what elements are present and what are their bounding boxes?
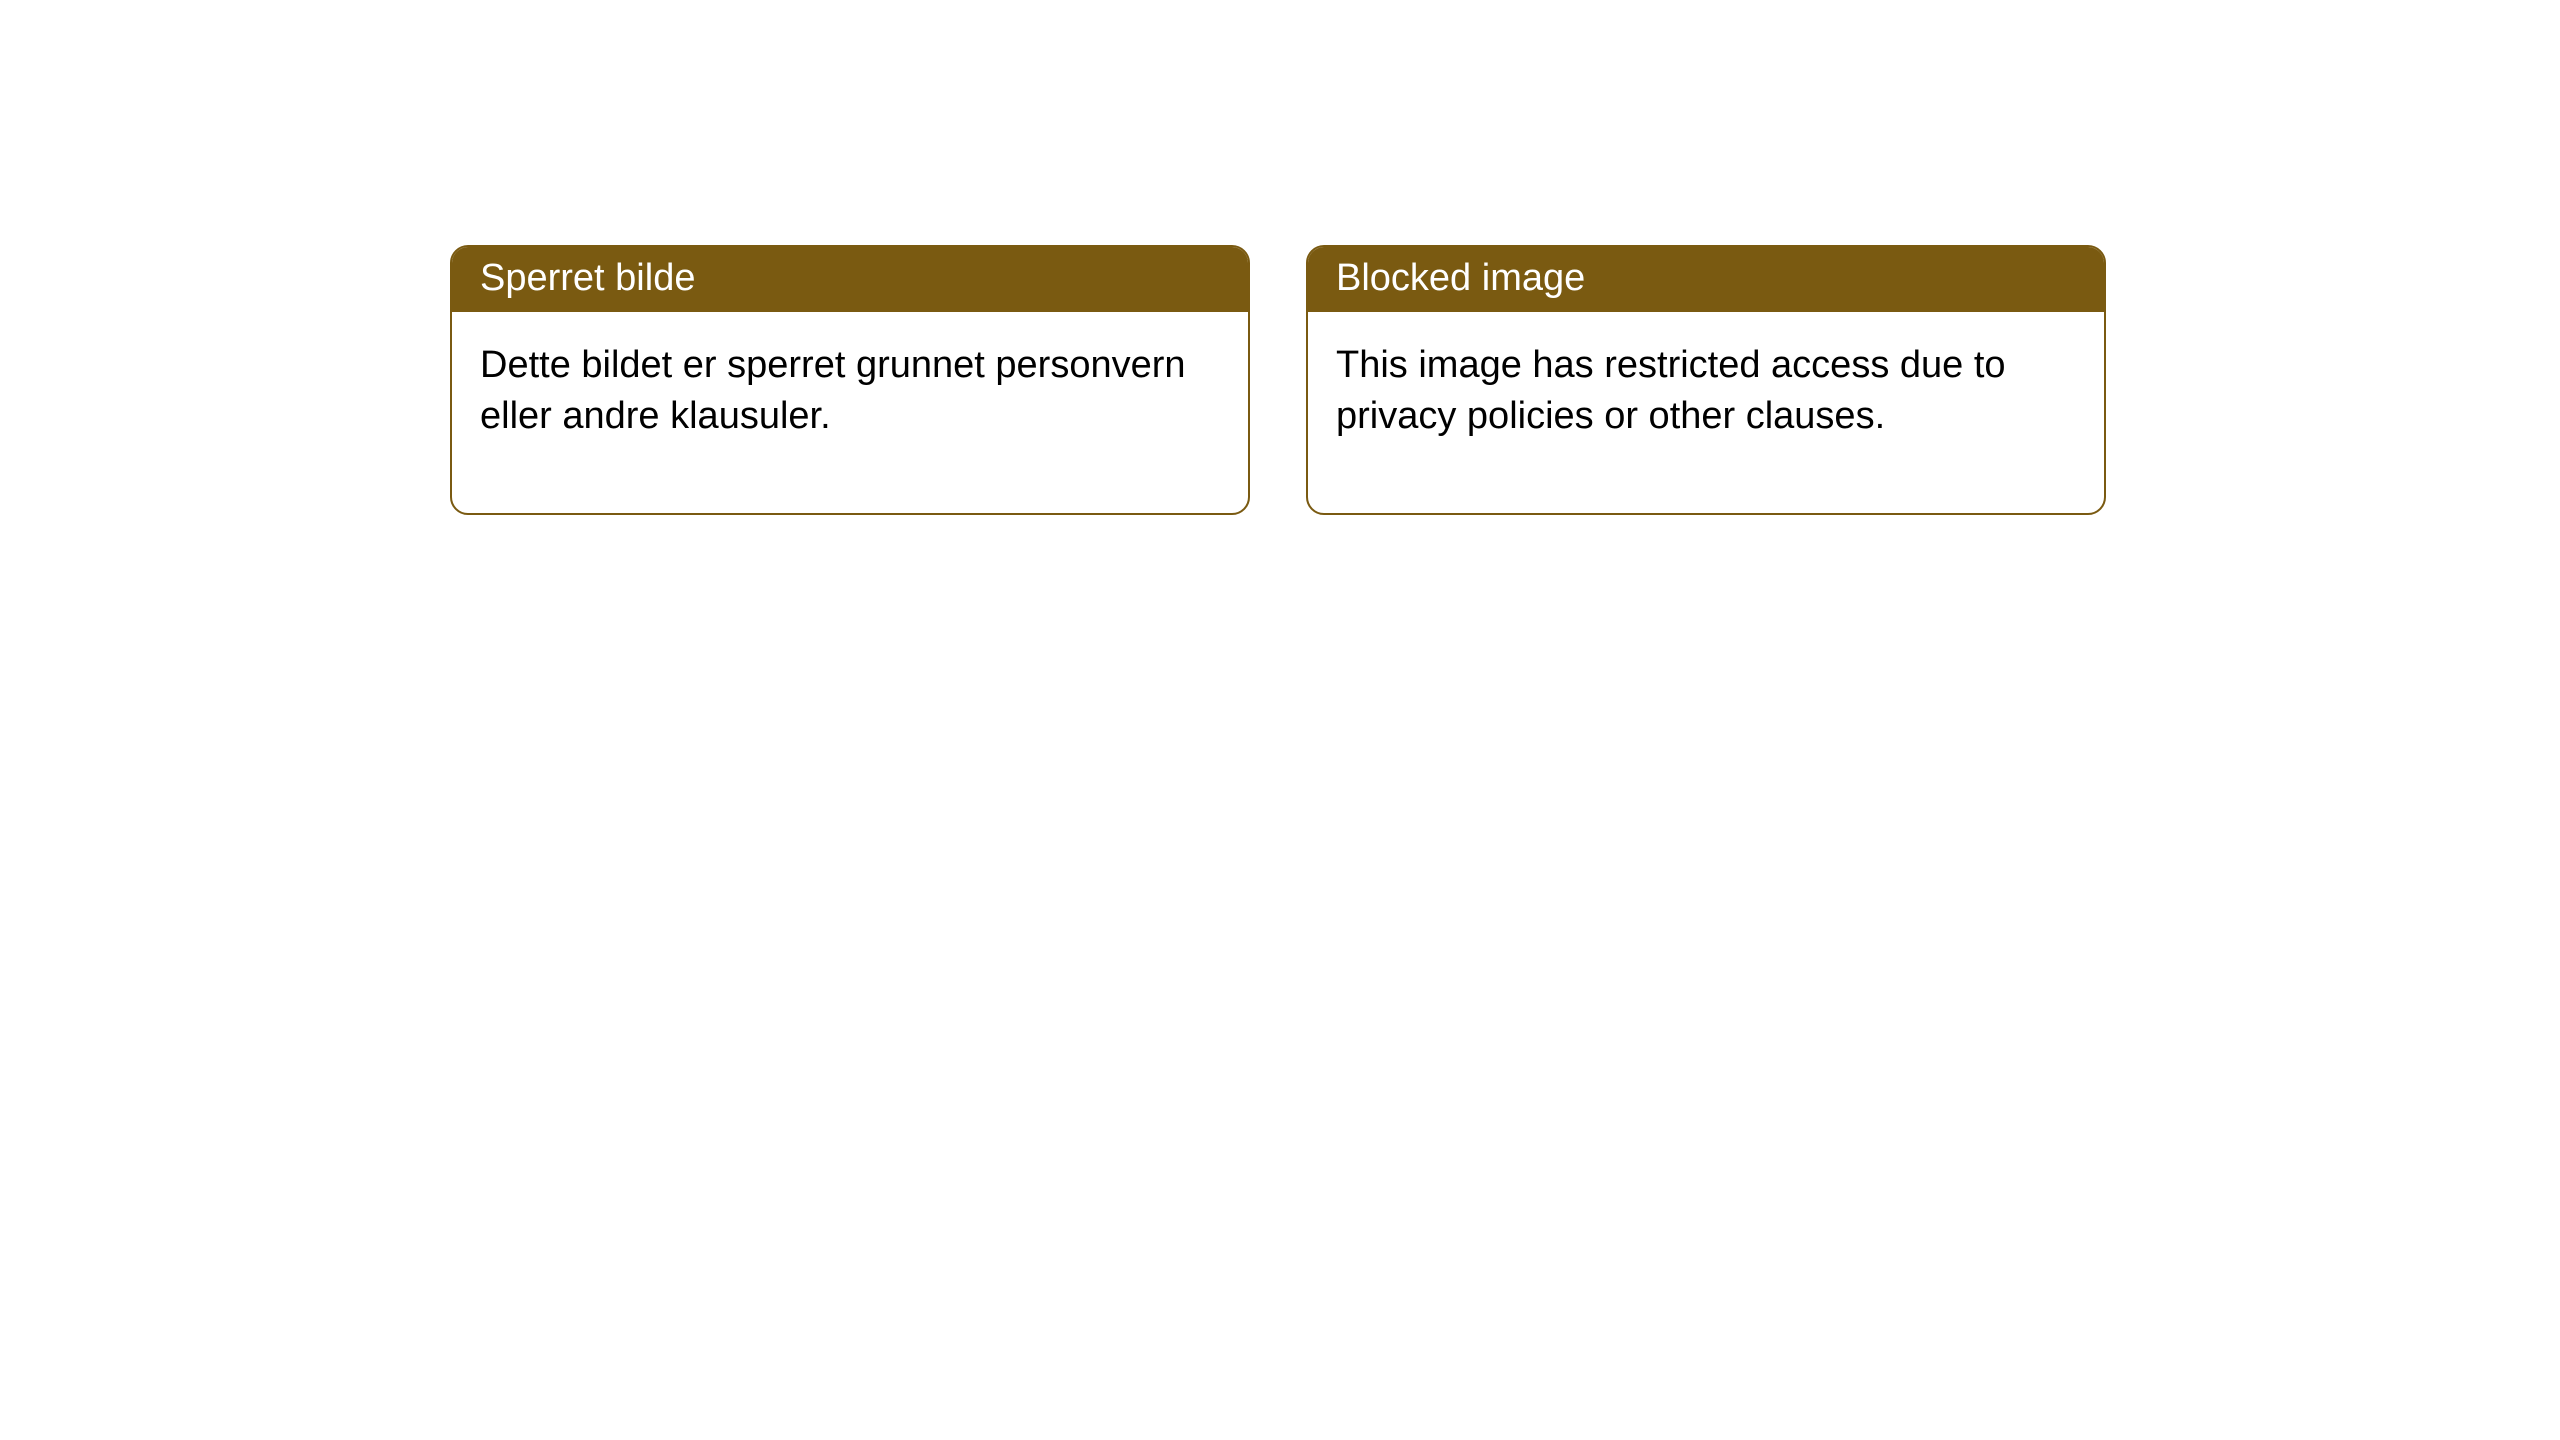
card-header: Blocked image bbox=[1308, 247, 2104, 312]
card-body-text: Dette bildet er sperret grunnet personve… bbox=[480, 344, 1186, 437]
card-header: Sperret bilde bbox=[452, 247, 1248, 312]
card-body: This image has restricted access due to … bbox=[1308, 312, 2104, 513]
blocked-image-card-en: Blocked image This image has restricted … bbox=[1306, 245, 2106, 515]
card-title: Sperret bilde bbox=[480, 257, 695, 299]
card-title: Blocked image bbox=[1336, 257, 1585, 299]
card-body: Dette bildet er sperret grunnet personve… bbox=[452, 312, 1248, 513]
blocked-image-card-no: Sperret bilde Dette bildet er sperret gr… bbox=[450, 245, 1250, 515]
card-body-text: This image has restricted access due to … bbox=[1336, 344, 2006, 437]
cards-row: Sperret bilde Dette bildet er sperret gr… bbox=[0, 0, 2560, 515]
